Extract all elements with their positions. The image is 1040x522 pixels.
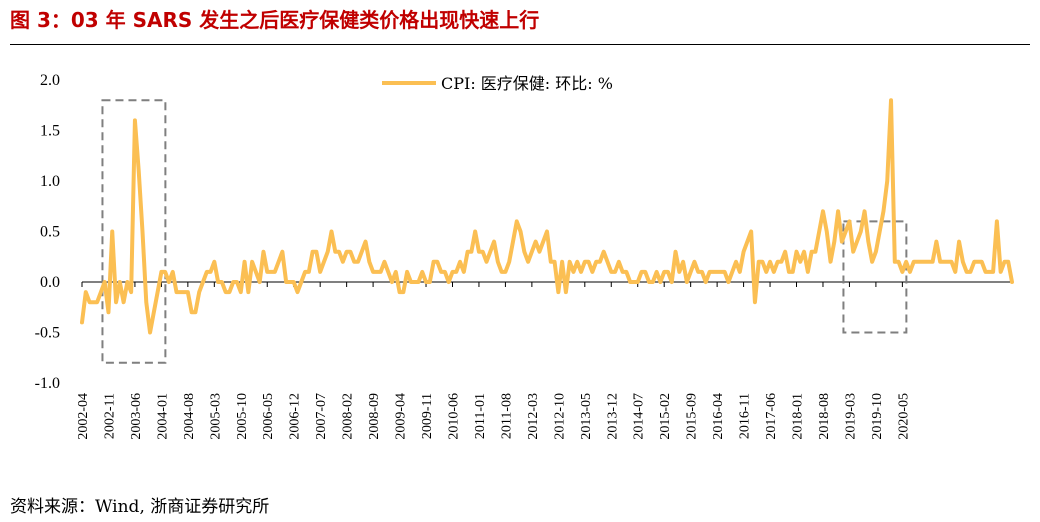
x-tick-label: 2010-06	[446, 393, 461, 440]
x-tick-label: 2002-11	[102, 393, 117, 439]
legend: CPI: 医疗保健: 环比: %	[382, 74, 613, 93]
x-tick-label: 2004-08	[182, 393, 197, 440]
x-tick-label: 2002-04	[76, 393, 91, 440]
x-tick-label: 2011-01	[473, 393, 488, 439]
x-tick-label: 2012-10	[552, 393, 567, 440]
y-tick-label: 1.0	[40, 173, 60, 190]
x-tick-label: 2018-01	[791, 393, 806, 440]
x-tick-label: 2012-03	[526, 393, 541, 440]
x-tick-label: 2019-10	[870, 393, 885, 440]
x-tick-label: 2017-06	[764, 393, 779, 440]
x-tick-label: 2015-09	[685, 393, 700, 440]
x-tick-label: 2016-04	[711, 393, 726, 440]
y-tick-label: -0.5	[35, 325, 60, 342]
y-tick-label: 2.0	[40, 72, 60, 89]
x-tick-label: 2009-04	[394, 393, 409, 440]
x-tick-label: 2019-03	[843, 393, 858, 440]
x-tick-label: 2015-02	[658, 393, 673, 440]
x-tick-label: 2003-06	[129, 393, 144, 440]
title-divider	[10, 44, 1030, 45]
x-tick-label: 2005-10	[235, 393, 250, 440]
x-tick-label: 2008-09	[367, 393, 382, 440]
x-tick-label: 2020-05	[896, 393, 911, 440]
x-tick-label: 2009-11	[420, 393, 435, 439]
highlight-box	[101, 99, 167, 364]
x-tick-label: 2018-08	[817, 393, 832, 440]
x-tick-label: 2004-01	[155, 393, 170, 440]
x-axis: 2002-04 2002-11 2003-06 2004-01 2004-08 2005-…	[76, 282, 911, 440]
y-tick-label: 1.5	[40, 123, 60, 140]
legend-label: CPI: 医疗保健: 环比: %	[441, 74, 613, 93]
y-axis: -1.0 -0.5 0.0 0.5 1.0 1.5 2.0	[35, 72, 60, 392]
figure-title: 图 3：03 年 SARS 发生之后医疗保健类价格出现快速上行	[10, 8, 540, 32]
y-tick-label: -1.0	[35, 375, 60, 392]
x-tick-label: 2006-12	[288, 393, 303, 440]
series-line-cpi-healthcare	[80, 98, 1014, 335]
y-tick-label: 0.0	[40, 274, 60, 291]
x-tick-label: 2005-03	[208, 393, 223, 440]
highlight-boxes	[101, 99, 908, 364]
x-tick-label: 2013-05	[579, 393, 594, 440]
x-tick-label: 2014-07	[632, 393, 647, 440]
y-tick-label: 0.5	[40, 224, 60, 241]
source-note: 资料来源：Wind, 浙商证券研究所	[10, 497, 270, 517]
x-tick-label: 2011-08	[499, 393, 514, 439]
chart-svg: -1.0-0.50.00.51.01.52.0 2002-04 2002-11 20…	[35, 72, 1014, 440]
x-tick-label: 2007-07	[314, 393, 329, 440]
x-tick-label: 2006-05	[261, 393, 276, 440]
x-tick-label: 2016-11	[738, 393, 753, 439]
highlight-box	[842, 220, 908, 334]
x-tick-label: 2008-02	[341, 393, 356, 440]
x-tick-label: 2013-12	[605, 393, 620, 440]
